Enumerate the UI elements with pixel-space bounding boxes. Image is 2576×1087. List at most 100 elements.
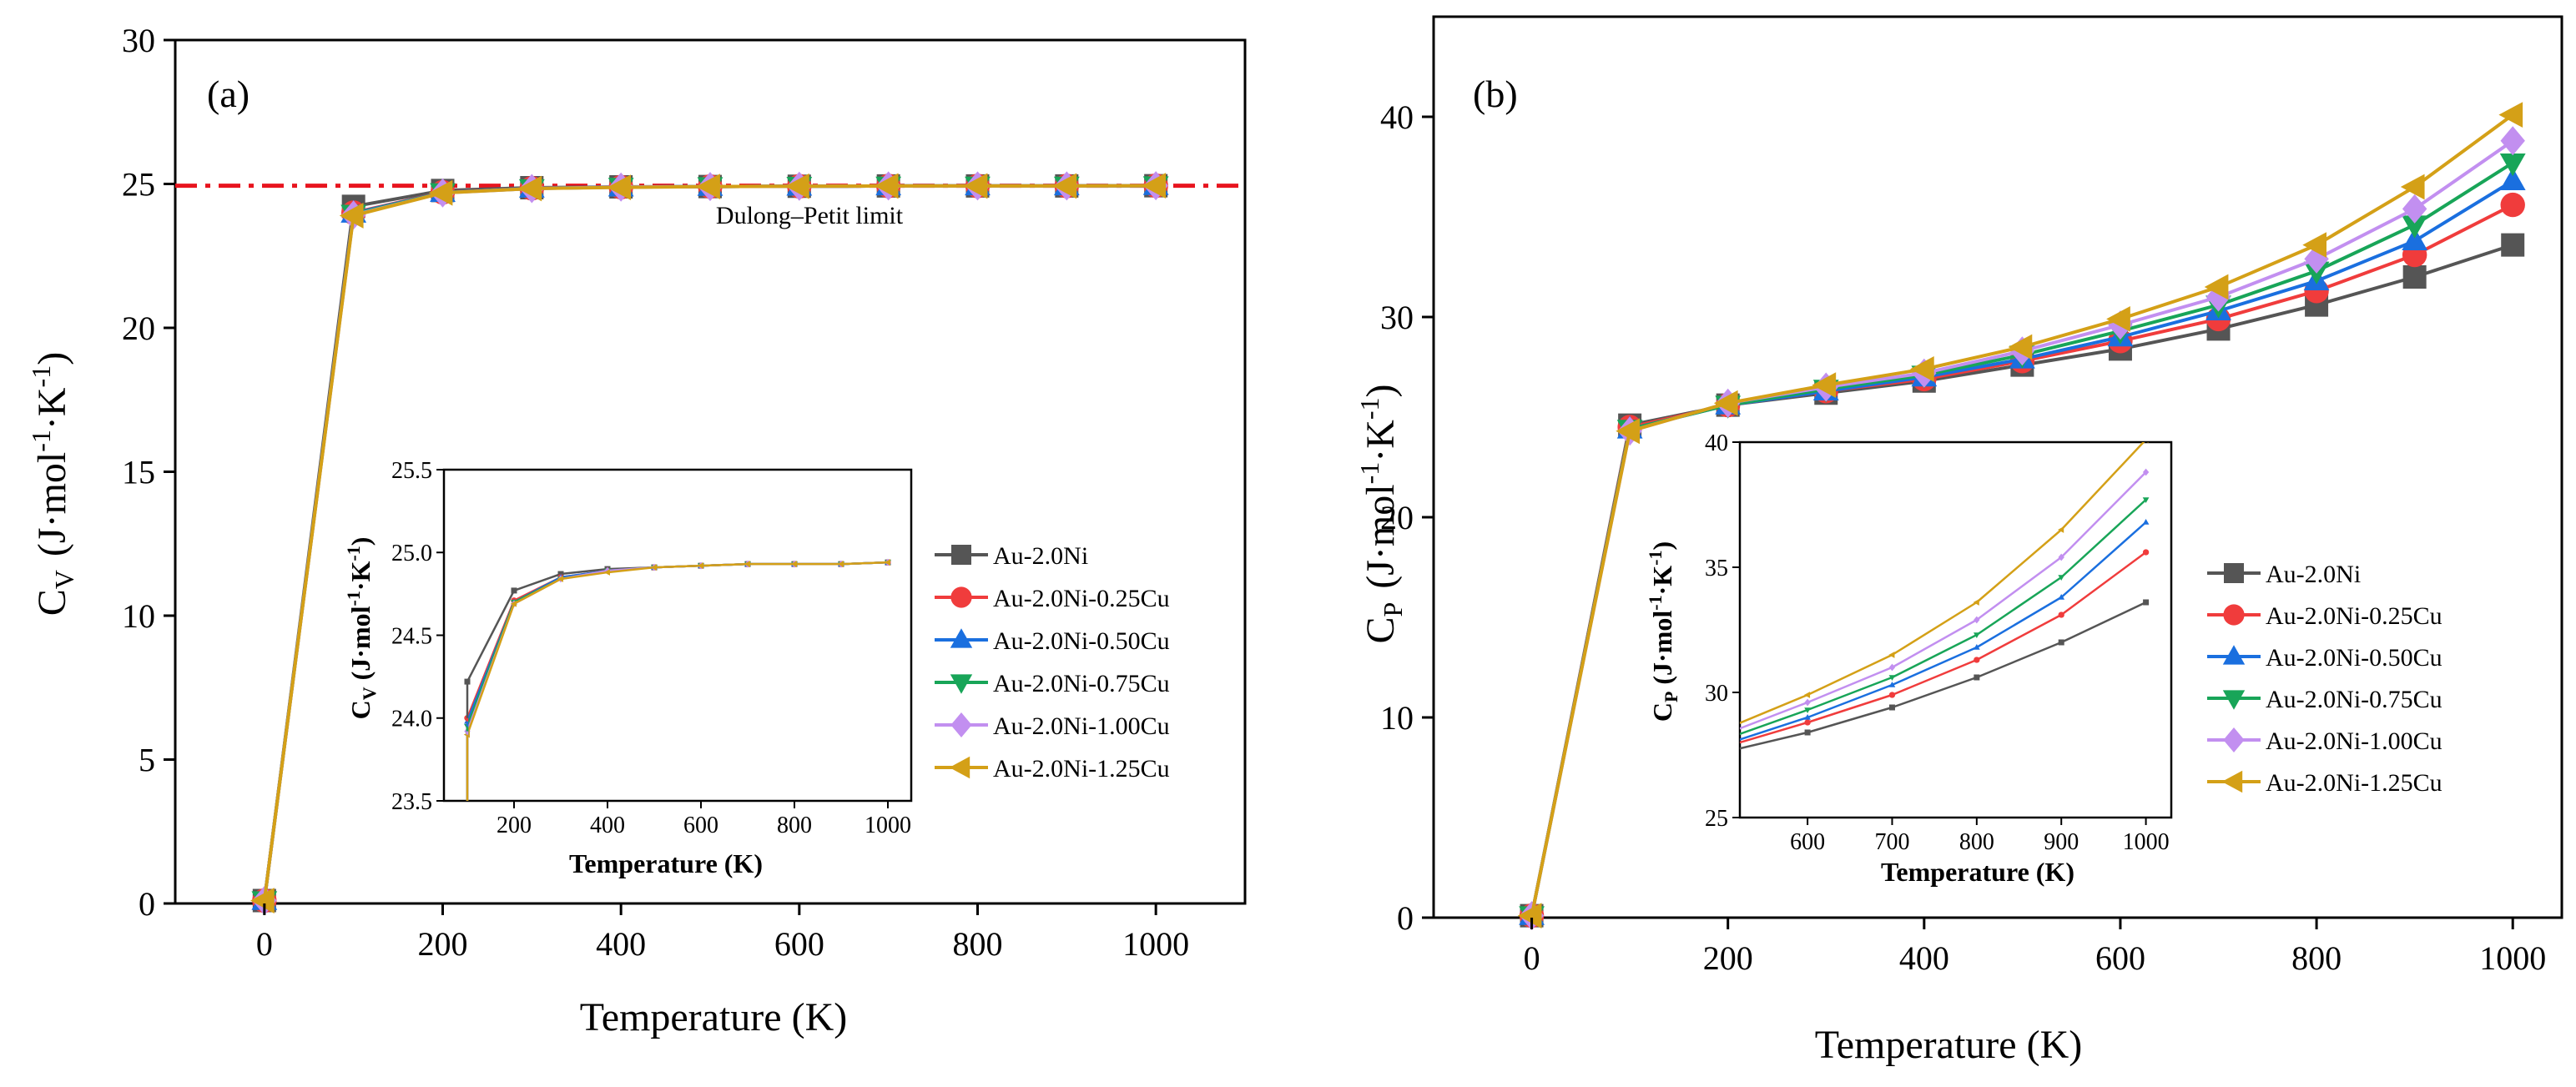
data-point (884, 559, 890, 566)
legend-item: Au-2.0Ni-1.25Cu (2207, 769, 2442, 797)
data-point (2402, 215, 2428, 239)
data-point (511, 587, 517, 594)
legend-b: Au-2.0Ni Au-2.0Ni-0.25Cu Au-2.0Ni-0.50Cu Au… (2207, 561, 2442, 797)
y-tick-label: 25 (1705, 806, 1728, 832)
legend-item: Au-2.0Ni-0.25Cu (2207, 602, 2442, 630)
data-point (1974, 674, 1980, 681)
legend-label: Au-2.0Ni-1.00Cu (993, 712, 1170, 740)
y-tick-label: 25 (122, 166, 155, 204)
x-tick-label: 1000 (2479, 939, 2546, 977)
x-tick-label: 600 (1790, 829, 1825, 855)
legend-marker (951, 545, 971, 565)
data-point (517, 175, 542, 202)
data-point (1973, 599, 1979, 606)
y-tick-label: 40 (1705, 430, 1728, 456)
legend-item: Au-2.0Ni-1.00Cu (2207, 727, 2442, 755)
legend-label: Au-2.0Ni (993, 542, 1088, 570)
panel-b-chart: 0 200 400 600 800 1000 0 10 20 30 40 (b) Temperatu… (1354, 15, 2563, 1067)
data-point (2142, 549, 2150, 556)
legend-item: Au-2.0Ni (935, 542, 1088, 570)
data-point (250, 888, 275, 913)
data-point (1888, 692, 1896, 698)
y-tick-label: 30 (1705, 681, 1728, 707)
data-point (1888, 704, 1895, 711)
data-point (1804, 729, 1811, 736)
data-point (1142, 173, 1167, 199)
legend-a: Au-2.0Ni Au-2.0Ni-0.25Cu Au-2.0Ni-0.50Cu Au… (935, 542, 1170, 783)
y-tick-label: 10 (1380, 699, 1414, 737)
legend-marker (2223, 727, 2245, 752)
data-point (2058, 639, 2064, 646)
legend-item: Au-2.0Ni-0.50Cu (935, 627, 1170, 655)
x-tick-label: 1000 (865, 813, 911, 838)
y-tick-label: 5 (139, 742, 155, 779)
x-tick-label: 600 (2095, 939, 2145, 977)
data-point (2058, 575, 2065, 581)
data-point (2142, 518, 2150, 525)
legend-label: Au-2.0Ni-0.75Cu (2266, 686, 2442, 713)
x-tick-label: 600 (683, 813, 718, 838)
legend-label: Au-2.0Ni-0.50Cu (2266, 644, 2442, 672)
legend-marker (950, 628, 973, 648)
legend-item: Au-2.0Ni-0.25Cu (935, 585, 1170, 612)
data-point (2402, 194, 2427, 224)
data-point (1812, 372, 1837, 398)
data-point (1616, 418, 1641, 445)
y-tick-label: 10 (122, 597, 155, 635)
data-point (1910, 356, 1934, 382)
legend-label: Au-2.0Ni-0.25Cu (2266, 602, 2442, 630)
series-au-2-0ni-1-25cu (1740, 442, 2149, 724)
y-axis-label: CP(J·mol-1·K-1) (1354, 384, 1408, 643)
legend-item: Au-2.0Ni (2207, 561, 2361, 588)
data-point (2501, 233, 2525, 257)
data-point (837, 561, 844, 567)
data-point (603, 569, 610, 576)
x-tick-label: 400 (1899, 939, 1949, 977)
data-point (696, 174, 720, 200)
series-line (466, 561, 889, 736)
y-tick-label: 0 (139, 885, 155, 923)
data-point (2142, 468, 2150, 476)
legend-label: Au-2.0Ni-0.25Cu (993, 585, 1170, 612)
legend-label: Au-2.0Ni (2266, 561, 2361, 588)
data-point (2402, 265, 2427, 289)
data-point (2499, 153, 2526, 177)
y-tick-label: 30 (1380, 299, 1414, 336)
x-axis-label: Temperature (K) (580, 995, 847, 1039)
data-point (785, 173, 809, 199)
plot-area-frame (1432, 15, 2563, 919)
data-point (2146, 442, 2149, 443)
x-tick-label: 700 (1874, 829, 1909, 855)
y-tick-label: 15 (122, 454, 155, 491)
inset-x-axis-label: Temperature (K) (569, 848, 763, 878)
legend-marker (950, 586, 972, 608)
x-tick-label: 900 (2044, 829, 2079, 855)
x-tick-label: 0 (256, 925, 273, 963)
series-au-2-0ni (1740, 599, 2150, 750)
panel-a-chart: Dulong–Petit limit 0 200 400 600 800 1000 0 5 10… (26, 22, 1247, 1039)
series-line (1740, 442, 2145, 724)
data-point (963, 173, 988, 199)
legend-marker (2221, 770, 2243, 793)
series-au-2-0ni-1-25cu (250, 173, 1167, 913)
y-tick-label: 24.0 (391, 707, 432, 732)
data-point (2058, 526, 2064, 533)
data-point (1804, 698, 1811, 707)
legend-label: Au-2.0Ni-0.75Cu (993, 670, 1170, 697)
data-point (1888, 681, 1896, 687)
data-point (2400, 174, 2425, 200)
data-point (339, 203, 364, 229)
inset-y-axis-label: CP(J·mol-1·K-1) (1645, 541, 1681, 722)
series-au-2-0ni-1-00cu (1740, 468, 2150, 730)
data-point (1888, 663, 1896, 672)
x-axis-label: Temperature (K) (1815, 1023, 2082, 1067)
x-tick-label: 800 (2291, 939, 2342, 977)
data-point (1973, 632, 1980, 639)
data-point (1888, 675, 1896, 682)
series-line (1740, 499, 2147, 736)
data-point (1974, 616, 1980, 624)
data-point (2499, 167, 2526, 190)
data-point (874, 173, 899, 199)
data-point (2143, 599, 2150, 606)
